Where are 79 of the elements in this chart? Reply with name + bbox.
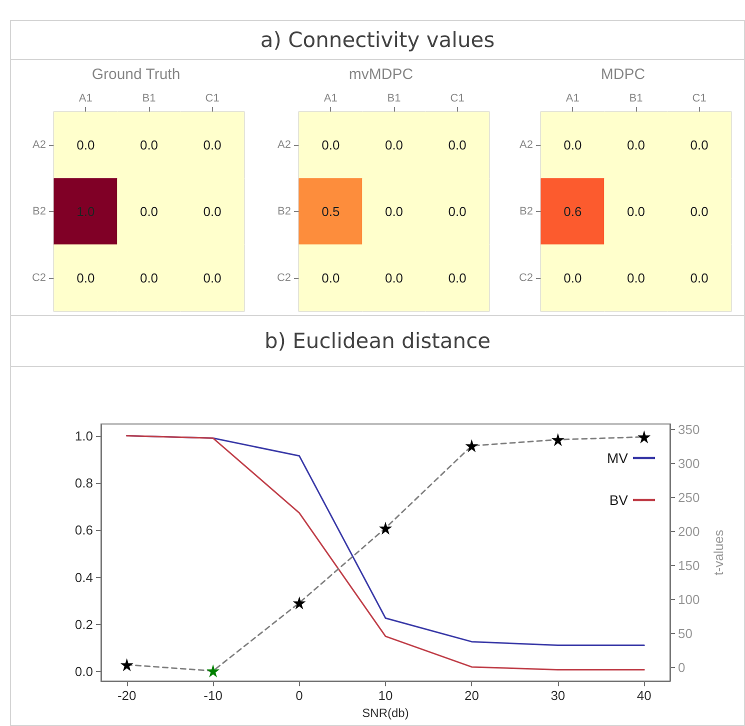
x-tick-label: -10: [204, 688, 222, 704]
y-tick-label: A2: [278, 139, 291, 152]
data-label: 0.0: [626, 204, 646, 219]
x-tick-label: 40: [636, 688, 652, 704]
y-tick-label: B2: [278, 206, 291, 218]
x-tick-label: 30: [550, 688, 566, 704]
data-label: 0.0: [448, 204, 466, 219]
data-label: 0.0: [322, 138, 340, 153]
point: [465, 439, 478, 452]
point: [120, 658, 134, 672]
y-tick-label: B2: [32, 206, 46, 218]
data-label: 0.0: [203, 138, 222, 153]
x-tick-label: B1: [142, 92, 156, 104]
x-tick-label: 20: [464, 688, 479, 704]
data-label: 0.0: [203, 204, 222, 219]
y-tick-label: 1.0: [74, 428, 93, 444]
y-tick-label: A2: [520, 139, 533, 152]
y2-tick-label: 50: [678, 626, 692, 641]
data-label: 0.0: [140, 138, 158, 153]
data-label: 0.6: [564, 204, 582, 219]
y-tick-label: 0.0: [74, 664, 93, 680]
data-label: 0.0: [384, 270, 404, 286]
data-label: 0.0: [384, 204, 404, 219]
x-tick-label: -20: [117, 688, 136, 704]
data-label: 0.0: [140, 270, 158, 286]
y2-tick-label: 0: [678, 660, 686, 675]
legend-label: BV: [609, 492, 629, 508]
data-label: 0.0: [626, 138, 646, 153]
point: [292, 596, 306, 610]
data-label: 0.0: [448, 270, 466, 286]
y-tick-label: 0.4: [74, 570, 93, 585]
data-label: 0.0: [690, 138, 708, 153]
chart-title: MDPC: [600, 66, 646, 83]
y-tick-label: C2: [276, 272, 291, 284]
y2-tick-label: 100: [678, 592, 700, 607]
x-tick-label: A1: [324, 92, 338, 104]
data-label: 0.0: [322, 270, 340, 286]
chart-title: Ground Truth: [92, 66, 180, 83]
x-tick-label: C1: [205, 92, 220, 104]
data-label: 0.0: [564, 138, 582, 153]
y-tick-label: C2: [32, 272, 46, 284]
point: [551, 433, 564, 446]
x-tick-label: A1: [78, 92, 92, 104]
chart-title: b) Euclidean distance: [11, 315, 744, 367]
chart-title: mvMDPC: [348, 66, 414, 83]
y-tick-label: B2: [520, 206, 533, 218]
x-tick-label: C1: [450, 92, 464, 104]
legend-label: MV: [607, 450, 629, 466]
x-tick-label: 0: [296, 688, 303, 704]
y2-tick-label: 300: [678, 456, 700, 471]
y-tick-label: 0.2: [74, 616, 93, 632]
x-tick-label: B1: [629, 92, 643, 104]
point: [379, 522, 392, 535]
point: [206, 664, 220, 678]
y2-tick-label: 250: [678, 490, 700, 505]
data-label: 0.0: [203, 270, 222, 286]
data-label: 0.0: [384, 138, 404, 153]
data-label: 0.0: [140, 204, 158, 219]
y-tick-label: 0.8: [74, 475, 93, 490]
point: [638, 430, 651, 444]
data-label: 0.0: [690, 270, 708, 286]
data-label: 0.0: [690, 204, 708, 219]
y2-tick-label: 150: [678, 558, 700, 573]
data-label: 0.0: [564, 270, 582, 286]
text: a) Connectivity values: [11, 21, 744, 60]
data-label: 0.0: [448, 138, 466, 153]
y2-axis-title: t-values: [711, 529, 726, 576]
y-tick-label: C2: [518, 272, 533, 284]
x-tick-label: A1: [566, 92, 580, 104]
y2-tick-label: 200: [678, 524, 700, 539]
x-tick-label: 10: [378, 688, 393, 704]
x-tick-label: C1: [692, 92, 706, 104]
y2-tick-label: 350: [678, 422, 700, 437]
data-label: 0.5: [322, 204, 340, 219]
x-axis-title: SNR(db): [362, 706, 409, 720]
y-tick-label: 0.6: [74, 522, 93, 538]
x-tick-label: B1: [387, 92, 401, 104]
y-tick-label: A2: [32, 139, 46, 152]
data-label: 0.0: [626, 270, 646, 286]
